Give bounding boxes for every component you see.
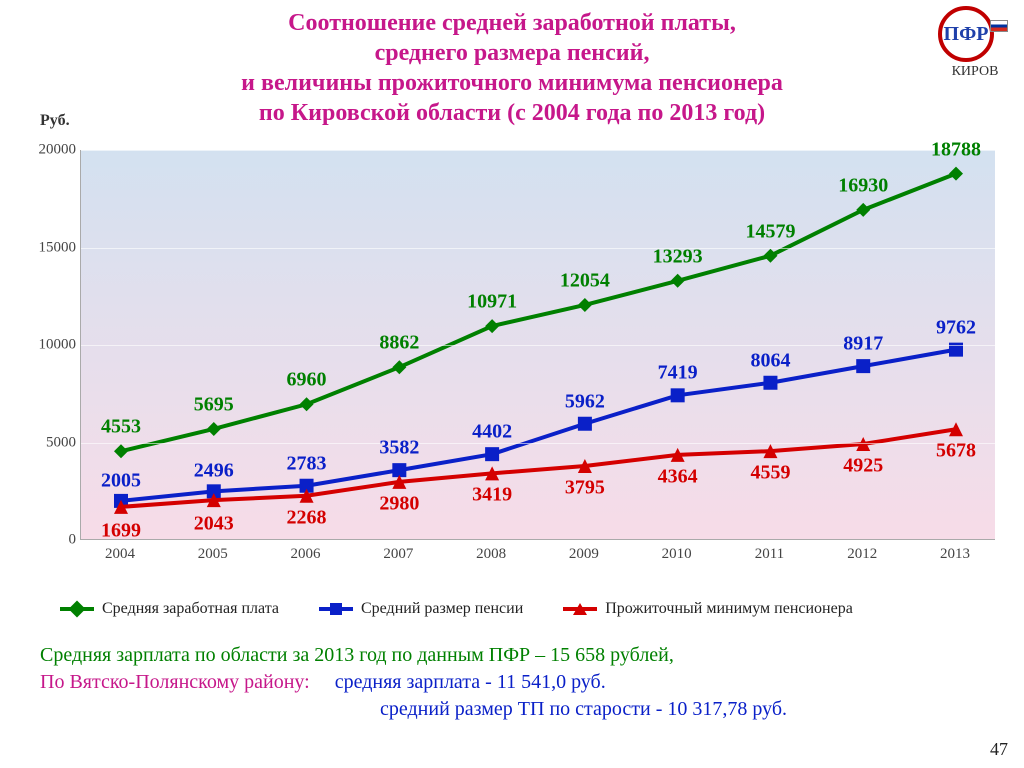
data-label: 14579 xyxy=(745,220,795,243)
x-tick-label: 2012 xyxy=(817,546,907,563)
line-chart: 4553 5695 6960 8862 10971 12054 13293 14579 1693… xyxy=(20,150,1004,580)
data-label: 5695 xyxy=(194,393,234,416)
data-label: 12054 xyxy=(560,269,610,292)
x-tick-label: 2004 xyxy=(75,546,165,563)
data-label: 2043 xyxy=(194,513,234,536)
y-axis-unit: Руб. xyxy=(40,112,70,130)
data-label: 6960 xyxy=(287,369,327,392)
data-label: 1699 xyxy=(101,519,141,542)
x-tick-label: 2011 xyxy=(724,546,814,563)
x-tick-label: 2009 xyxy=(539,546,629,563)
legend-item-salary: Средняя заработная плата xyxy=(60,600,279,618)
page-number: 47 xyxy=(990,739,1008,760)
legend-item-minimum: Прожиточный минимум пенсионера xyxy=(563,600,853,618)
title-l3: и величины прожиточного минимума пенсион… xyxy=(120,68,904,98)
data-label: 2980 xyxy=(379,492,419,515)
data-label: 7419 xyxy=(658,362,698,385)
data-label: 8064 xyxy=(750,349,790,372)
x-tick-label: 2005 xyxy=(168,546,258,563)
data-label: 13293 xyxy=(653,245,703,268)
footnote-1: Средняя зарплата по области за 2013 год … xyxy=(40,644,984,667)
data-label: 10971 xyxy=(467,291,517,314)
legend-label: Средняя заработная плата xyxy=(102,600,279,618)
data-label: 4553 xyxy=(101,416,141,439)
data-label: 8917 xyxy=(843,333,883,356)
footnote-3: средний размер ТП по старости - 10 317,7… xyxy=(40,698,984,721)
y-tick-label: 10000 xyxy=(20,337,76,354)
data-label: 9762 xyxy=(936,316,976,339)
legend-label: Средний размер пенсии xyxy=(361,600,523,618)
x-tick-label: 2006 xyxy=(261,546,351,563)
data-label: 16930 xyxy=(838,174,888,197)
legend-item-pension: Средний размер пенсии xyxy=(319,600,523,618)
logo-text: ПФР xyxy=(944,23,989,46)
x-tick-label: 2010 xyxy=(632,546,722,563)
legend-marker-salary xyxy=(60,607,94,611)
data-label: 18788 xyxy=(931,138,981,161)
data-label: 2496 xyxy=(194,460,234,483)
y-tick-label: 0 xyxy=(20,532,76,549)
legend-marker-minimum xyxy=(563,607,597,611)
legend: Средняя заработная плата Средний размер … xyxy=(60,600,960,618)
x-tick-label: 2007 xyxy=(353,546,443,563)
data-label: 8862 xyxy=(379,332,419,355)
plot-area: 4553 5695 6960 8862 10971 12054 13293 14579 1693… xyxy=(80,150,995,540)
data-label: 4364 xyxy=(658,465,698,488)
footnote-2: По Вятско-Полянскому району: средняя зар… xyxy=(40,671,984,694)
data-label: 5678 xyxy=(936,440,976,463)
data-label: 4925 xyxy=(843,454,883,477)
data-label: 2268 xyxy=(287,506,327,529)
title-l1: Соотношение средней заработной платы, xyxy=(120,8,904,38)
footnote-2b: средняя зарплата - 11 541,0 руб. xyxy=(335,671,606,693)
y-tick-label: 15000 xyxy=(20,239,76,256)
title-l2: среднего размера пенсий, xyxy=(120,38,904,68)
logo-circle: ПФР xyxy=(938,6,994,62)
chart-title: Соотношение средней заработной платы, ср… xyxy=(0,0,1024,132)
title-l4: по Кировской области (с 2004 года по 201… xyxy=(120,98,904,128)
legend-label: Прожиточный минимум пенсионера xyxy=(605,600,853,618)
data-label: 3795 xyxy=(565,476,605,499)
y-tick-label: 5000 xyxy=(20,434,76,451)
x-tick-label: 2008 xyxy=(446,546,536,563)
data-label: 4559 xyxy=(750,462,790,485)
legend-marker-pension xyxy=(319,607,353,611)
logo-label: КИРОВ xyxy=(938,64,1012,80)
data-label: 2005 xyxy=(101,469,141,492)
x-tick-label: 2013 xyxy=(910,546,1000,563)
logo: ПФР КИРОВ xyxy=(938,6,1012,80)
footnotes: Средняя зарплата по области за 2013 год … xyxy=(40,640,984,721)
data-label: 3419 xyxy=(472,484,512,507)
data-label: 3582 xyxy=(379,437,419,460)
y-tick-label: 20000 xyxy=(20,142,76,159)
data-label: 4402 xyxy=(472,421,512,444)
data-label: 5962 xyxy=(565,390,605,413)
footnote-2a: По Вятско-Полянскому району: xyxy=(40,671,310,693)
flag-icon xyxy=(990,20,1008,32)
data-label: 2783 xyxy=(287,452,327,475)
